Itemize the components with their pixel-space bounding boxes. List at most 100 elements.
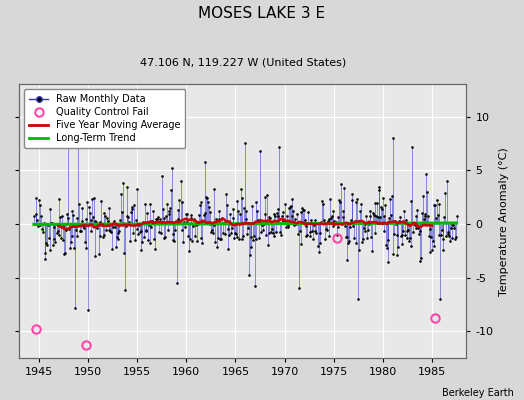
Point [165, 208, 173, 214]
Point [198, 239, 206, 246]
Point [86, 227, 95, 234]
Point [157, 230, 165, 236]
Point [370, 230, 379, 236]
Point [149, 208, 157, 214]
Point [233, 198, 242, 204]
Point [158, 172, 166, 179]
Point [114, 236, 123, 242]
Point [46, 206, 54, 212]
Point [227, 225, 236, 232]
Point [265, 214, 274, 221]
Point [166, 205, 174, 212]
Point [280, 218, 288, 224]
Point [378, 206, 386, 212]
Point [227, 230, 235, 236]
Point [191, 222, 200, 228]
Point [356, 208, 364, 214]
Point [73, 215, 82, 222]
Point [111, 224, 119, 230]
Point [368, 248, 376, 254]
Point [147, 224, 156, 230]
Point [57, 235, 65, 241]
Point [337, 181, 345, 188]
Point [230, 234, 238, 241]
Point [94, 251, 103, 258]
Point [133, 186, 141, 192]
Point [133, 226, 141, 232]
Point [148, 218, 156, 224]
Point [303, 232, 311, 238]
Point [397, 232, 406, 239]
Point [172, 217, 180, 224]
Point [451, 236, 459, 242]
Point [40, 250, 49, 256]
Point [340, 185, 348, 192]
Point [95, 233, 104, 240]
Point [339, 214, 347, 220]
Point [75, 228, 84, 234]
Point [283, 222, 292, 228]
Point [406, 234, 414, 241]
Point [321, 236, 330, 242]
Title: 47.106 N, 119.227 W (United States): 47.106 N, 119.227 W (United States) [140, 57, 346, 67]
Point [449, 222, 457, 228]
Point [324, 232, 333, 239]
Point [308, 228, 316, 234]
Point [52, 220, 60, 227]
Point [331, 220, 340, 226]
Point [398, 240, 407, 247]
Point [178, 227, 187, 234]
Point [171, 227, 179, 234]
Point [438, 227, 446, 234]
Point [144, 236, 152, 243]
Point [45, 246, 53, 253]
Point [417, 255, 425, 262]
Point [241, 140, 249, 147]
Point [307, 229, 315, 236]
Point [327, 215, 335, 221]
Point [81, 239, 89, 245]
Point [41, 256, 50, 262]
Point [185, 236, 194, 242]
Point [304, 220, 313, 226]
Point [352, 198, 361, 205]
Point [320, 220, 329, 226]
Point [288, 213, 297, 219]
Point [287, 203, 295, 210]
Point [155, 229, 163, 236]
Point [390, 230, 398, 237]
Point [66, 245, 74, 251]
Point [224, 226, 233, 232]
Point [313, 220, 321, 226]
Point [62, 211, 71, 218]
Point [374, 214, 382, 220]
Point [58, 212, 66, 219]
Point [250, 283, 259, 289]
Point [297, 209, 305, 216]
Point [300, 207, 308, 213]
Point [53, 230, 61, 236]
Point [312, 230, 321, 236]
Point [181, 224, 189, 230]
Point [275, 144, 283, 150]
Point [110, 218, 118, 224]
Point [219, 230, 227, 236]
Point [94, 220, 102, 227]
Point [65, 225, 73, 232]
Point [375, 187, 383, 194]
Y-axis label: Temperature Anomaly (°C): Temperature Anomaly (°C) [499, 147, 509, 296]
Point [276, 229, 285, 236]
Point [272, 229, 280, 235]
Point [35, 197, 43, 204]
Point [416, 258, 424, 264]
Point [197, 235, 205, 242]
Point [153, 216, 161, 222]
Point [386, 196, 394, 202]
Point [56, 214, 64, 220]
Point [261, 194, 269, 200]
Point [293, 211, 301, 218]
Point [165, 210, 173, 217]
Point [288, 196, 296, 202]
Point [127, 206, 136, 212]
Point [48, 219, 56, 226]
